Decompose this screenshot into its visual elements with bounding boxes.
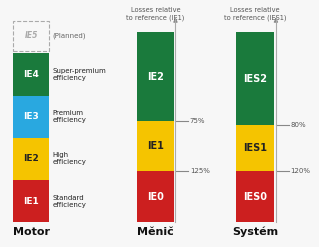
Text: Losses relative
to reference (IES1): Losses relative to reference (IES1) [224,7,286,21]
Text: Systém: Systém [232,226,278,237]
Text: (Planned): (Planned) [53,33,86,39]
FancyBboxPatch shape [13,138,49,180]
Text: 125%: 125% [190,168,210,174]
FancyBboxPatch shape [137,122,174,171]
Text: IE2: IE2 [147,72,164,82]
Text: Premium
efficiency: Premium efficiency [53,110,86,123]
Text: IE1: IE1 [147,141,164,151]
Text: Losses relative
to reference (IE1): Losses relative to reference (IE1) [126,7,185,21]
Text: Měnič: Měnič [137,227,174,237]
Text: Super-premium
efficiency: Super-premium efficiency [53,68,106,81]
Text: IE3: IE3 [23,112,39,121]
Text: IES0: IES0 [243,192,267,202]
Text: High
efficiency: High efficiency [53,152,86,165]
FancyBboxPatch shape [13,53,49,96]
Text: 75%: 75% [190,119,205,124]
FancyBboxPatch shape [137,32,174,122]
Text: IE0: IE0 [147,192,164,202]
Text: IES2: IES2 [243,74,267,84]
FancyBboxPatch shape [236,125,274,171]
Text: IE2: IE2 [23,154,39,164]
FancyBboxPatch shape [13,180,49,222]
FancyBboxPatch shape [137,171,174,222]
FancyBboxPatch shape [13,96,49,138]
Text: 120%: 120% [290,168,310,174]
Text: IE5: IE5 [25,31,38,41]
Text: Motor: Motor [13,227,49,237]
Text: IE1: IE1 [23,197,39,206]
Text: IES1: IES1 [243,143,267,153]
Text: Standard
efficiency: Standard efficiency [53,195,86,208]
Text: 80%: 80% [290,122,306,128]
FancyBboxPatch shape [236,32,274,125]
FancyBboxPatch shape [236,171,274,222]
Text: IE4: IE4 [23,70,39,79]
